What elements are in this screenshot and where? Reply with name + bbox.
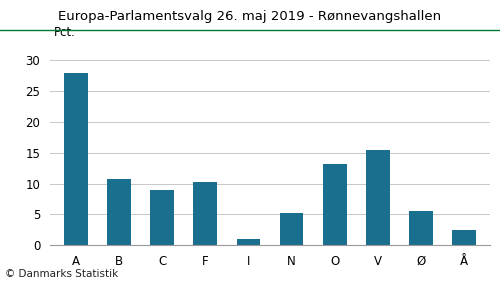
Bar — [150, 190, 174, 245]
Bar — [323, 164, 346, 245]
Bar — [194, 182, 217, 245]
Bar — [366, 150, 390, 245]
Bar — [107, 179, 131, 245]
Bar — [280, 213, 303, 245]
Text: © Danmarks Statistik: © Danmarks Statistik — [5, 269, 118, 279]
Bar — [236, 239, 260, 245]
Text: Europa-Parlamentsvalg 26. maj 2019 - Rønnevangshallen: Europa-Parlamentsvalg 26. maj 2019 - Røn… — [58, 10, 442, 23]
Bar — [409, 211, 433, 245]
Text: Pct.: Pct. — [54, 26, 76, 39]
Bar — [452, 230, 476, 245]
Bar — [64, 73, 88, 245]
